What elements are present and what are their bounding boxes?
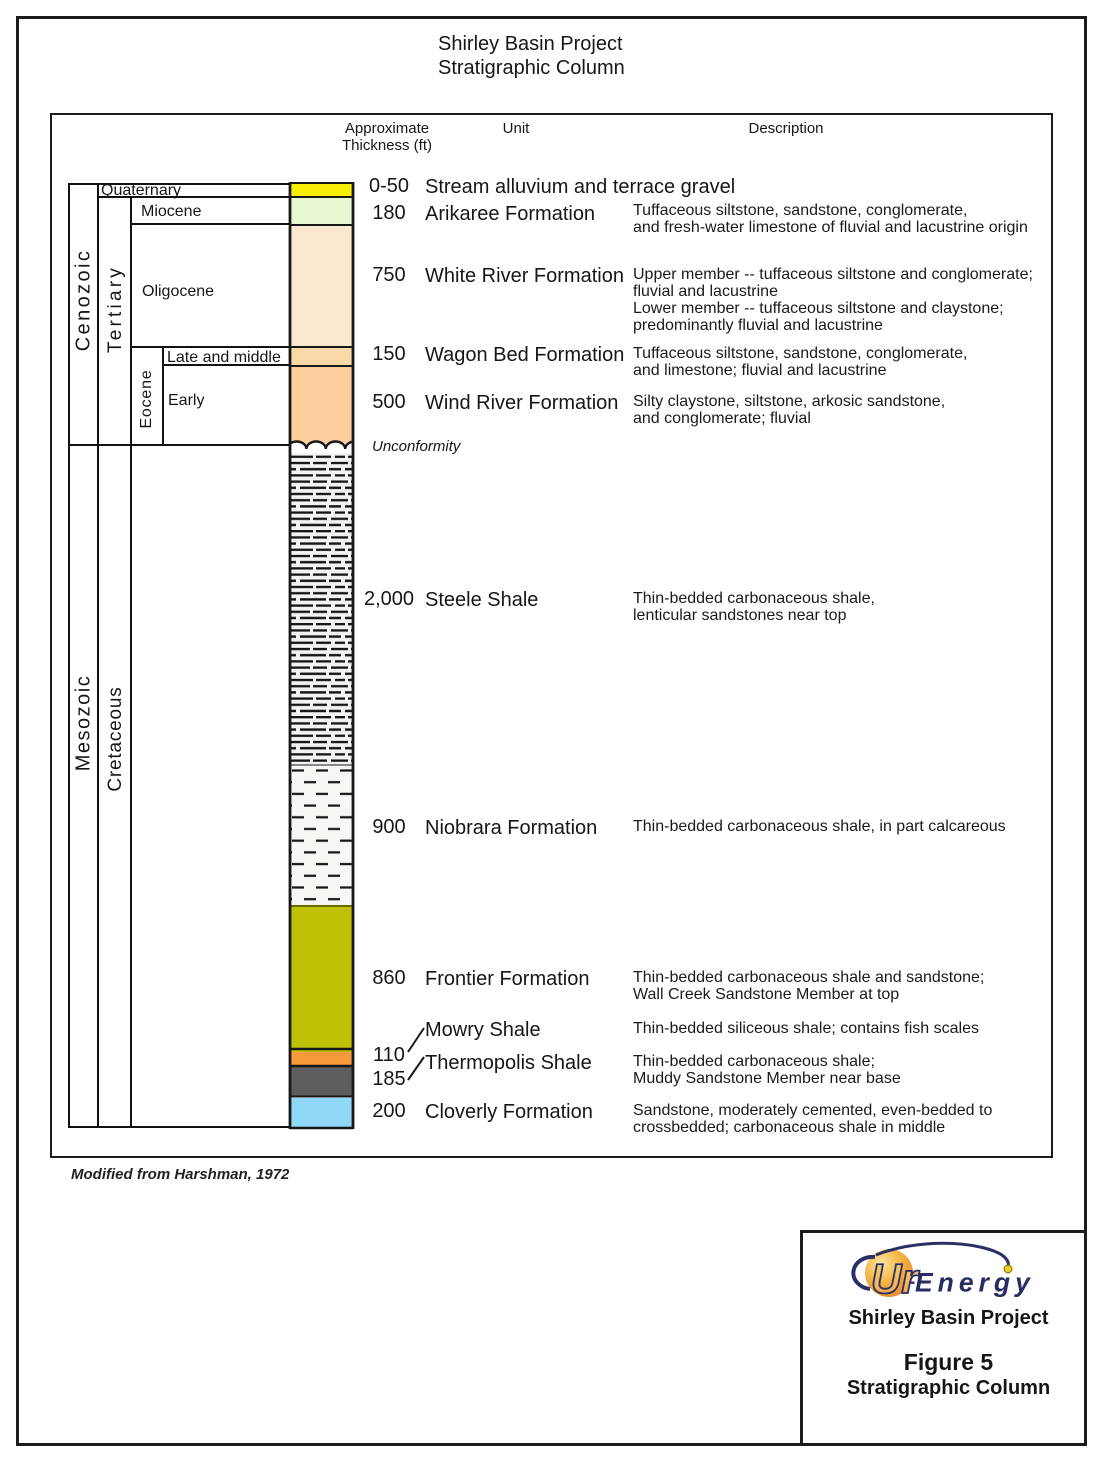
svg-text:Energy: Energy (915, 1268, 1035, 1298)
svg-text:Ur: Ur (871, 1255, 920, 1302)
